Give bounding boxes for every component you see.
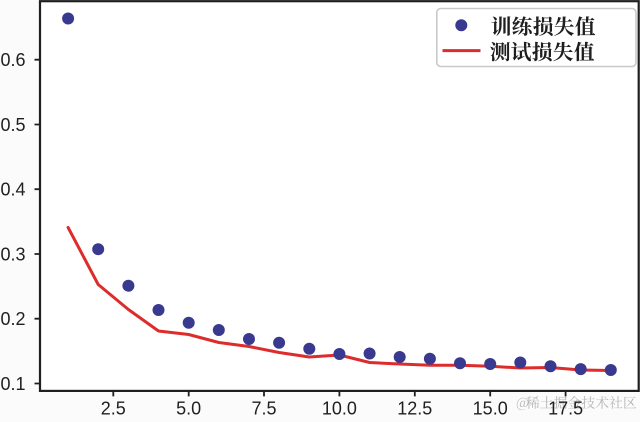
svg-text:15.0: 15.0 (473, 399, 508, 418)
svg-text:0.1: 0.1 (0, 374, 25, 394)
svg-text:17.5: 17.5 (548, 399, 583, 418)
svg-text:0.3: 0.3 (0, 245, 25, 265)
svg-text:0.5: 0.5 (0, 115, 25, 135)
svg-text:10.0: 10.0 (322, 399, 357, 418)
svg-text:12.5: 12.5 (397, 399, 432, 418)
svg-text:0.2: 0.2 (0, 309, 25, 329)
svg-text:5.0: 5.0 (176, 399, 201, 418)
svg-text:2.5: 2.5 (101, 399, 126, 418)
svg-text:0.6: 0.6 (0, 50, 25, 70)
svg-text:7.5: 7.5 (251, 399, 276, 418)
svg-text:0.4: 0.4 (0, 180, 25, 200)
